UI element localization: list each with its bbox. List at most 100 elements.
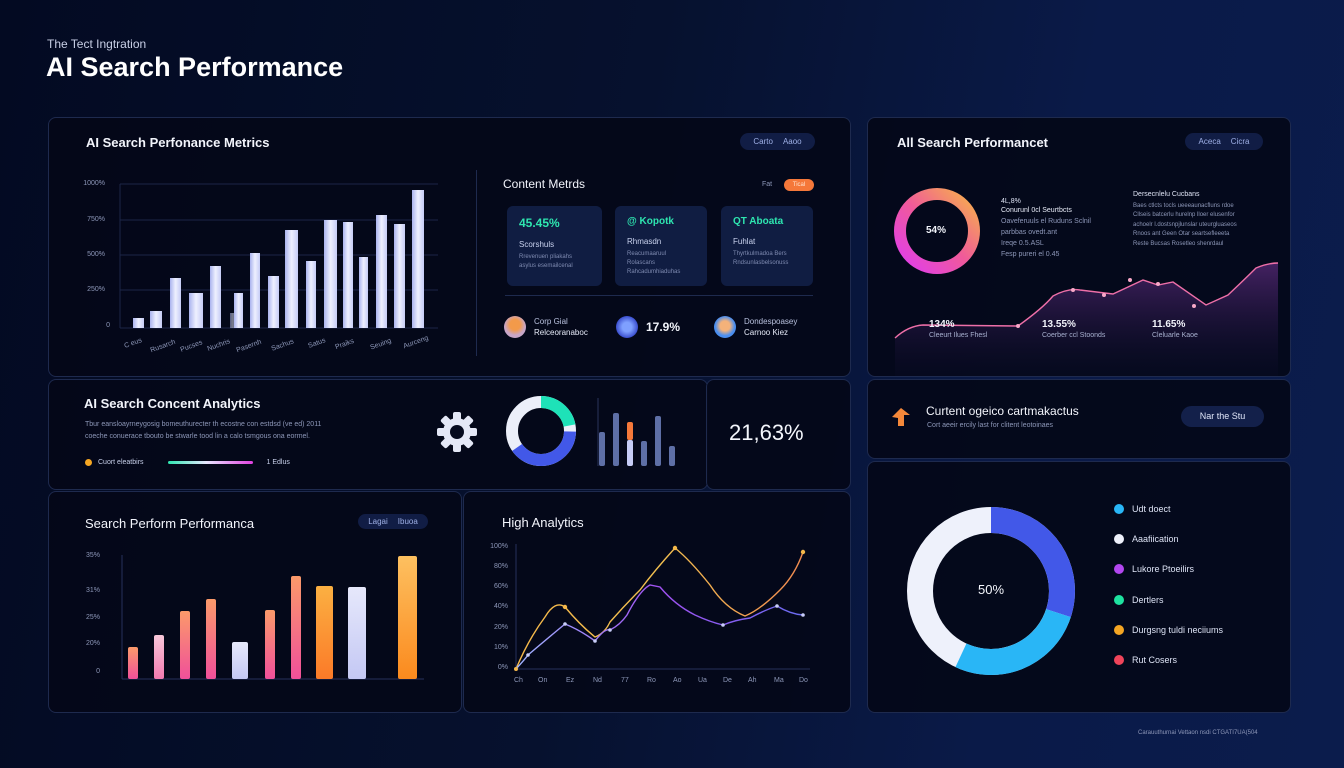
block2-line: Rnoos ant Geen Otar seartsefleeeta [1133, 231, 1230, 237]
panel-overview [867, 117, 1291, 377]
legend-label: Cuort eleatbirs [98, 459, 144, 466]
analytics-desc-line: coeche conuerace tbouto be stwarle tood … [85, 433, 310, 440]
y-tick: 0 [106, 322, 110, 329]
x-label: On [538, 677, 548, 684]
block2-line: achoelr l.dostsnpjlunslar uteurgluaseos [1133, 221, 1237, 228]
footer-item-line2: Relceoranaboc [534, 328, 588, 337]
x-label: Ua [698, 677, 707, 684]
legend-dot [1114, 534, 1124, 544]
block1-line: Oaveferuuls el Ruduns Sclnil [1001, 218, 1091, 225]
metrics-title: AI Search Perfonance Metrics [86, 135, 270, 150]
x-label: Do [799, 677, 808, 684]
x-label: Ma [774, 677, 784, 684]
legend-dot [1114, 625, 1124, 635]
metric-card[interactable]: QT Aboata Fuhlat Thyrtkulmadoa Bers Rnds… [721, 206, 813, 286]
block2-line: Cllseis batcerlu hurelnp lloer elusenfor [1133, 212, 1235, 218]
cta-button[interactable]: Nar the Stu [1181, 406, 1264, 427]
avatar [616, 316, 638, 338]
block1-line: Fesp pureri el 0.45 [1001, 251, 1060, 258]
footer-item-line1: Corp Gial [534, 317, 568, 326]
pill-option-1[interactable]: Carto [753, 137, 773, 146]
stat-value: 13.55% [1042, 319, 1076, 330]
cta-description: Cort aeeir ercily last for clitent leoto… [927, 422, 1054, 429]
overview-area-chart [894, 188, 1279, 376]
pill-option-2[interactable]: Aaoo [782, 137, 802, 146]
metric-card[interactable]: @ Kopotk Rhmasdn Reacumaaruul Rolascans … [615, 206, 707, 286]
analytics-description: Tbur eansloayrneygosig bomeuthurecter th… [85, 419, 415, 443]
pill-option-2[interactable]: Cicra [1230, 137, 1250, 146]
metric-card[interactable]: 45.45% Scorshuls Rrevenuen pliakahs asyl… [507, 206, 602, 286]
bars-filter-pill[interactable]: Lagai Ibuoa [358, 514, 428, 529]
legend-item[interactable]: Rut Cosers [1114, 655, 1177, 665]
y-tick: 10% [493, 644, 508, 651]
legend-item[interactable]: Lukore Ptoeilirs [1114, 564, 1194, 574]
stat-value: 11.65% [1152, 319, 1186, 330]
pill-option-1[interactable]: Aceca [1198, 137, 1221, 146]
overview-filter-pill[interactable]: Aceca Cicra [1185, 133, 1263, 150]
footer-text: Carauuthurnai Vettaon nsdi CTGATI7UA(504 [1138, 730, 1258, 736]
legend-label: Aaafiication [1132, 534, 1179, 544]
analytics-mini-bars [597, 396, 687, 473]
y-tick: 250% [87, 286, 105, 293]
metrics-filter-pill[interactable]: Carto Aaoo [740, 133, 815, 150]
x-label: 77 [621, 677, 629, 684]
legend-dot [1114, 564, 1124, 574]
x-label: Nd [593, 677, 602, 684]
y-tick: 1000% [83, 180, 105, 187]
legend-label: Rut Cosers [1132, 655, 1178, 665]
overview-stat: 11.65% Cleluarle Kaoe [1152, 319, 1198, 339]
footer-item-value: 17.9% [646, 320, 681, 334]
y-tick: 80% [493, 563, 508, 570]
metric-value: 45.45% [519, 216, 560, 230]
legend-item[interactable]: Dertlers [1114, 595, 1164, 605]
y-tick: 35% [85, 552, 100, 559]
analytics-title: AI Search Concent Analytics [84, 396, 261, 411]
metric-desc: Rrevenuen pliakahs asylus esemailcenal [519, 254, 573, 269]
stat-label: Cleeurt Ilues Fhesl [929, 332, 988, 339]
y-tick: 750% [87, 216, 105, 223]
x-label: De [723, 677, 732, 684]
y-tick: 31% [85, 587, 100, 594]
donut-center-value: 50% [977, 582, 1005, 597]
panel-lines [463, 491, 851, 713]
legend-item[interactable]: Durgsng tuldi neciiums [1114, 625, 1223, 635]
legend-value: 1 Edlus [266, 459, 290, 466]
stat-value: 134% [929, 319, 955, 330]
stat-label: Cleluarle Kaoe [1152, 332, 1198, 339]
big-value-card [706, 379, 851, 490]
lines-title: High Analytics [502, 515, 584, 530]
footer-item-line1: Dondespoasey [744, 317, 798, 326]
metric-label: Fuhlat [733, 237, 756, 246]
x-axis-labels: Ch On Ez Nd 77 Ro Ao Ua De Ah Ma Do [510, 677, 810, 689]
legend-label: Dertlers [1132, 595, 1164, 605]
overview-stat: 134% Cleeurt Ilues Fhesl [929, 319, 987, 339]
footer-item: 17.9% [616, 316, 680, 338]
content-metrics-title: Content Metrds [503, 177, 586, 191]
metrics-bar-chart-svg [119, 183, 438, 329]
avatar [714, 316, 736, 338]
legend-item[interactable]: Udt doect [1114, 504, 1171, 514]
pill-option-2[interactable]: Ibuoa [397, 517, 418, 526]
legend-label: Durgsng tuldi neciiums [1132, 625, 1224, 635]
pill-option-1[interactable]: Lagai [368, 517, 388, 526]
analytics-mini-donut [504, 394, 578, 473]
x-label: Ah [748, 677, 757, 684]
y-tick: 500% [87, 251, 105, 258]
analytics-big-value: 21,63% [729, 420, 804, 445]
avatar [504, 316, 526, 338]
vertical-divider [476, 170, 477, 356]
x-label: Ro [647, 677, 656, 684]
metric-label: Rhmasdn [627, 237, 662, 246]
metric-value: QT Aboata [733, 216, 784, 227]
page-title: AI Search Performance [46, 52, 344, 82]
overview-title: All Search Performancet [897, 135, 1049, 150]
legend-label: Udt doect [1132, 504, 1171, 514]
cta-title: Curtent ogeico cartmakactus [926, 404, 1079, 418]
legend-item[interactable]: Aaafiication [1114, 534, 1179, 544]
block2-heading: Dersecnlelu Cucbans [1133, 191, 1200, 198]
legend-dot [1114, 655, 1124, 665]
high-analytics-line-chart [510, 540, 820, 680]
content-tag-badge[interactable]: Tical [784, 179, 814, 191]
arrow-icon [890, 406, 912, 433]
bars-title: Search Perform Performanca [85, 516, 255, 531]
